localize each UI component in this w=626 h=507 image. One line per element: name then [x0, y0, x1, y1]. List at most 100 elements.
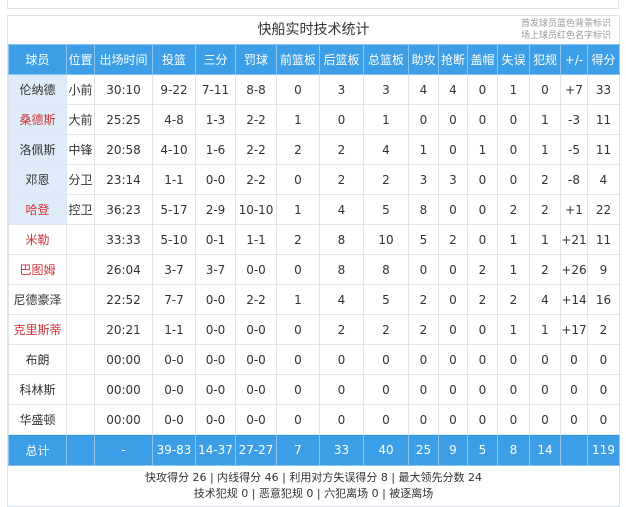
player-name[interactable]: 哈登 [8, 194, 67, 225]
stat-cell: 2 [438, 224, 468, 255]
stat-cell: 2 [467, 254, 498, 285]
stat-cell: 2 [319, 314, 364, 345]
total-cell: 39-83 [152, 434, 196, 466]
stat-cell: 0 [276, 374, 320, 405]
stat-cell: 1-1 [152, 164, 196, 195]
player-name[interactable]: 布朗 [8, 344, 67, 375]
stat-cell: 0 [467, 344, 498, 375]
stat-cell: 7-7 [152, 284, 196, 315]
total-row: 总计 -39-83 14-37 27-27 7 33 40 25 9 5 8 14 119 [8, 434, 620, 466]
stat-cell: 0-1 [195, 224, 236, 255]
stat-cell: 分卫 [66, 164, 95, 195]
stat-cell: 2 [276, 134, 320, 165]
total-cell: 14 [529, 434, 561, 466]
player-name[interactable]: 桑德斯 [8, 104, 67, 135]
column-header[interactable]: 抢断 [438, 44, 468, 75]
stat-cell: 16 [587, 284, 620, 315]
total-cell: 27-27 [235, 434, 277, 466]
stat-cell: 0 [438, 374, 468, 405]
column-header[interactable]: 位置 [66, 44, 95, 75]
stat-cell: 11 [587, 134, 620, 165]
stat-cell: 0 [497, 344, 530, 375]
stat-cell: 2 [363, 164, 409, 195]
stat-cell: 0 [529, 404, 561, 435]
total-cell: - [94, 434, 153, 466]
stat-cell [66, 404, 95, 435]
stat-cell: 2 [497, 194, 530, 225]
column-header[interactable]: 前篮板 [276, 44, 320, 75]
player-name[interactable]: 邓恩 [8, 164, 67, 195]
total-cell [66, 434, 95, 466]
column-header[interactable]: 三分 [195, 44, 236, 75]
stat-cell: 0 [363, 404, 409, 435]
stat-cell: 0 [497, 134, 530, 165]
player-name[interactable]: 洛佩斯 [8, 134, 67, 165]
total-cell: 8 [497, 434, 530, 466]
stat-cell: +7 [560, 74, 588, 105]
stat-cell: 0 [276, 344, 320, 375]
column-header[interactable]: 后篮板 [319, 44, 364, 75]
stat-cell: 5-10 [152, 224, 196, 255]
player-name[interactable]: 克里斯蒂 [8, 314, 67, 345]
stat-cell: 36:23 [94, 194, 153, 225]
stat-cell: 0 [363, 344, 409, 375]
column-header[interactable]: 投篮 [152, 44, 196, 75]
player-name[interactable]: 华盛顿 [8, 404, 67, 435]
stat-cell: 33 [587, 74, 620, 105]
stat-cell: 1 [276, 104, 320, 135]
column-header[interactable]: 助攻 [408, 44, 439, 75]
stat-cell: +21 [560, 224, 588, 255]
stat-cell: 2 [319, 134, 364, 165]
stat-cell [66, 314, 95, 345]
column-header[interactable]: 盖帽 [467, 44, 498, 75]
column-header[interactable]: 总篮板 [363, 44, 409, 75]
stat-cell: 2 [408, 314, 439, 345]
stat-cell: 0 [276, 404, 320, 435]
column-header[interactable]: 出场时间 [94, 44, 153, 75]
stat-cell: 4 [319, 194, 364, 225]
stat-cell: 0 [560, 344, 588, 375]
stat-cell [66, 344, 95, 375]
player-row: 科林斯 00:00 0-0 0-0 0-0 0 0 0 0 0 0 0 0 0 0 [8, 374, 620, 405]
player-row: 尼德豪泽 22:52 7-7 0-0 2-2 1 4 5 2 0 2 2 4 +14 16 [8, 284, 620, 315]
stat-cell: 1 [497, 314, 530, 345]
stat-cell: 2 [529, 164, 561, 195]
column-header[interactable]: 失误 [497, 44, 530, 75]
stat-cell: 4 [529, 284, 561, 315]
stat-cell: 7-11 [195, 74, 236, 105]
column-header[interactable]: 球员 [8, 44, 67, 75]
player-name[interactable]: 尼德豪泽 [8, 284, 67, 315]
stat-cell: 0 [529, 74, 561, 105]
player-row: 伦纳德 小前 30:10 9-22 7-11 8-8 0 3 3 4 4 0 1 0 +7 33 [8, 74, 620, 105]
stat-cell: 0 [438, 134, 468, 165]
stat-cell: 2-9 [195, 194, 236, 225]
total-cell: 9 [438, 434, 468, 466]
player-name[interactable]: 巴图姆 [8, 254, 67, 285]
player-name[interactable]: 米勒 [8, 224, 67, 255]
stat-cell: 3 [363, 74, 409, 105]
stat-cell: 1 [497, 254, 530, 285]
stat-cell: +1 [560, 194, 588, 225]
stat-cell: 00:00 [94, 374, 153, 405]
stat-cell: 4 [438, 74, 468, 105]
stat-cell: 20:21 [94, 314, 153, 345]
stat-cell: 0-0 [195, 404, 236, 435]
player-name[interactable]: 科林斯 [8, 374, 67, 405]
stat-cell: 1 [276, 284, 320, 315]
player-name[interactable]: 伦纳德 [8, 74, 67, 105]
stat-cell: 0 [438, 254, 468, 285]
player-row: 布朗 00:00 0-0 0-0 0-0 0 0 0 0 0 0 0 0 0 0 [8, 344, 620, 375]
stat-cell: 8 [319, 254, 364, 285]
stat-cell: 0 [276, 254, 320, 285]
stat-cell: 2-2 [235, 284, 277, 315]
stat-cell: 2 [587, 314, 620, 345]
stat-cell: 00:00 [94, 344, 153, 375]
stat-cell: 5 [363, 194, 409, 225]
column-header[interactable]: 罚球 [235, 44, 277, 75]
stat-cell: 0 [497, 104, 530, 135]
column-header[interactable]: 得分 [587, 44, 620, 75]
stat-cell: 0 [467, 74, 498, 105]
column-header[interactable]: 犯规 [529, 44, 561, 75]
column-header[interactable]: +/- [560, 44, 588, 75]
stat-cell: 中锋 [66, 134, 95, 165]
